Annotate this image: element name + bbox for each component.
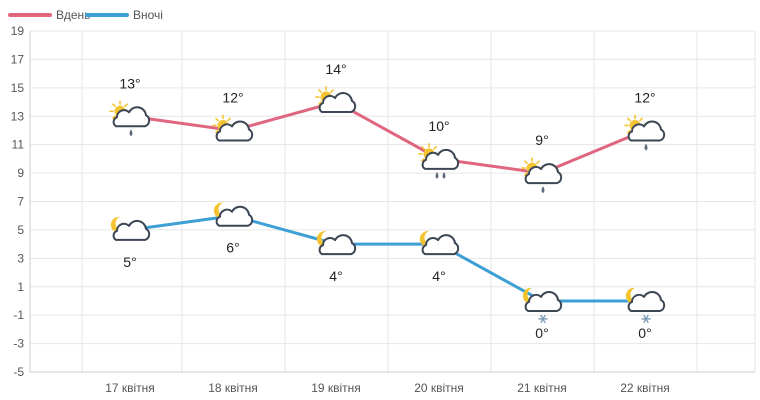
rain-drop	[644, 143, 648, 151]
y-tick-label: 17	[11, 52, 25, 66]
cloud-shape	[112, 106, 151, 128]
data-label: 9°	[535, 132, 548, 148]
cloud-shape	[215, 120, 254, 142]
y-tick-label: 13	[11, 109, 25, 123]
cloud-shape	[421, 148, 460, 170]
y-tick-label: 7	[17, 195, 24, 209]
data-label: 12°	[222, 89, 243, 105]
snowflake-arm	[643, 314, 649, 324]
x-tick-label: 22 квітня	[620, 381, 670, 395]
sun-ray	[421, 158, 425, 162]
data-label: 13°	[119, 75, 140, 91]
cloud-shape	[215, 205, 254, 227]
moon-shape	[110, 216, 125, 233]
legend: Вдень Вночі	[8, 8, 163, 22]
moon-shape	[625, 287, 640, 304]
moon-cloud-icon	[316, 231, 357, 256]
data-label: 12°	[634, 89, 655, 105]
snowflake-arm	[540, 314, 546, 324]
rain-drop	[129, 129, 133, 137]
moon-cloud-icon	[213, 202, 254, 227]
moon-cloud-snow-icon	[522, 287, 563, 324]
cloud-shape	[421, 234, 460, 256]
y-tick-label: -3	[13, 337, 24, 351]
moon-cloud-icon	[110, 216, 151, 241]
sun-cloud-icon	[315, 86, 357, 114]
cloud-shape	[318, 234, 357, 256]
y-tick-label: -1	[13, 308, 24, 322]
sun-cloud-rain-icon	[624, 114, 666, 151]
data-label: 4°	[329, 268, 342, 284]
y-tick-label: 11	[12, 138, 25, 152]
sun-ray	[112, 115, 116, 120]
moon-cloud-icon	[419, 231, 460, 256]
cloud-shape	[318, 92, 357, 114]
axes: 19 17 15 13 11 9 7 5 3 1 -1 -3 -5 17 квітня 18 квітня 1…	[11, 24, 755, 395]
moon-shape	[316, 231, 331, 248]
data-label: 14°	[325, 61, 346, 77]
series: 13° 12° 14° 10° 9° 12° 5° 6° 4° 4° 0° 0°	[109, 61, 666, 341]
x-tick-label: 19 квітня	[311, 381, 361, 395]
legend-label: Вночі	[133, 8, 163, 22]
data-label: 4°	[432, 268, 445, 284]
sun-cloud-rain-icon	[109, 100, 151, 137]
moon-cloud-snow-icon	[625, 287, 666, 324]
sun-ray	[124, 103, 128, 108]
cloud-shape	[627, 291, 666, 312]
rain-drop	[435, 171, 439, 179]
sun-ray	[318, 101, 322, 105]
sun-ray	[330, 89, 334, 93]
moon-shape	[522, 287, 537, 304]
sun-ray	[421, 146, 425, 150]
series-day: 13° 12° 14° 10° 9° 12°	[109, 61, 666, 194]
data-label: 0°	[638, 325, 651, 341]
cloud-shape	[524, 291, 563, 312]
moon-shape	[213, 202, 228, 219]
snowflake	[641, 314, 651, 324]
x-tick-label: 18 квітня	[208, 381, 258, 395]
legend-label: Вдень	[56, 8, 90, 22]
sun-ray	[318, 89, 322, 93]
cloud-shape	[524, 163, 563, 185]
y-tick-label: 3	[17, 251, 24, 265]
snowflake	[538, 314, 548, 324]
sun-ray	[639, 117, 643, 122]
rain-drop	[541, 186, 545, 194]
y-tick-label: 5	[17, 223, 24, 237]
y-tick-label: 1	[17, 280, 24, 294]
sun-ray	[524, 160, 528, 164]
cloud-shape	[627, 120, 666, 142]
series-night: 5° 6° 4° 4° 0° 0°	[110, 202, 666, 341]
data-label: 10°	[428, 118, 449, 134]
y-tick-label: 19	[11, 24, 25, 38]
sun-ray	[112, 103, 116, 108]
data-label: 6°	[226, 240, 239, 256]
sun-ray	[227, 117, 231, 122]
series-line	[128, 100, 647, 175]
sun-ray	[215, 117, 219, 122]
sun-cloud-icon	[212, 114, 254, 142]
sun-cloud-rain-icon	[521, 157, 563, 194]
sun-ray	[433, 146, 437, 150]
sun-cloud-heavy-rain-icon	[418, 143, 460, 179]
data-label: 5°	[123, 254, 136, 270]
sun-ray	[627, 129, 631, 134]
x-tick-label: 17 квітня	[105, 381, 155, 395]
x-tick-label: 20 квітня	[414, 381, 464, 395]
sun-ray	[627, 117, 631, 122]
data-label: 0°	[535, 325, 548, 341]
sun-ray	[536, 160, 540, 164]
sun-ray	[215, 129, 219, 134]
y-tick-label: -5	[13, 365, 24, 379]
y-tick-label: 9	[17, 166, 24, 180]
y-tick-label: 15	[11, 81, 25, 95]
sun-ray	[524, 172, 528, 176]
moon-shape	[419, 231, 434, 248]
cloud-shape	[112, 219, 151, 241]
rain-drop	[442, 171, 446, 179]
x-tick-label: 21 квітня	[517, 381, 567, 395]
